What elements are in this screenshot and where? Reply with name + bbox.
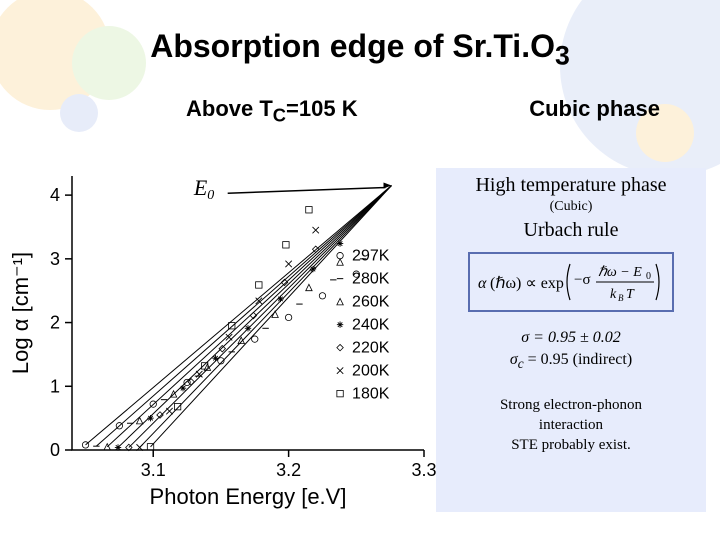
sigma-values: σ = 0.95 ± 0.02 σc = 0.95 (indirect) — [440, 327, 702, 373]
series-297K — [82, 186, 391, 449]
coupling-note: Strong electron-phonon interaction STE p… — [440, 395, 702, 456]
title-text: Absorption edge of Sr.Ti.O — [150, 28, 555, 64]
series-260K — [104, 186, 392, 450]
svg-text:k: k — [610, 287, 617, 302]
svg-text:3.1: 3.1 — [141, 460, 166, 480]
svg-text:180K: 180K — [352, 386, 390, 403]
subtitle-right: Cubic phase — [529, 96, 660, 126]
svg-text:3.2: 3.2 — [276, 460, 301, 480]
svg-text:3: 3 — [50, 249, 60, 269]
svg-text:E0: E0 — [193, 175, 214, 203]
svg-text:Photon Energy [e.V]: Photon Energy [e.V] — [150, 484, 347, 509]
svg-text:240K: 240K — [352, 317, 390, 334]
urbach-label: Urbach rule — [440, 219, 702, 242]
subtitle-left: Above TC=105 K — [186, 96, 358, 126]
svg-text:200K: 200K — [352, 363, 390, 380]
phase-paren: (Cubic) — [440, 199, 702, 215]
chart-legend: 297K 280K 260K 240K 220K 200K 180K — [337, 248, 390, 403]
svg-text:2: 2 — [50, 313, 60, 333]
phase-label: High temperature phase — [440, 174, 702, 197]
svg-text:260K: 260K — [352, 294, 390, 311]
svg-text:1: 1 — [50, 376, 60, 396]
svg-text:Log α [cm⁻¹]: Log α [cm⁻¹] — [8, 252, 33, 374]
svg-text:B: B — [618, 293, 624, 303]
svg-text:280K: 280K — [352, 271, 390, 288]
info-panel: High temperature phase (Cubic) Urbach ru… — [436, 168, 706, 512]
svg-text:220K: 220K — [352, 340, 390, 357]
urbach-formula: α (ℏω) ∝ exp −σ ℏω − E 0 k B T — [468, 252, 674, 312]
svg-text:ℏω − E: ℏω − E — [598, 265, 642, 280]
svg-text:(ℏω) ∝ exp: (ℏω) ∝ exp — [490, 275, 564, 292]
svg-text:−σ: −σ — [574, 272, 591, 288]
svg-text:4: 4 — [50, 185, 60, 205]
svg-text:0: 0 — [50, 440, 60, 460]
svg-text:0: 0 — [646, 271, 651, 282]
series-280K — [93, 186, 391, 447]
svg-text:T: T — [626, 287, 635, 302]
svg-text:3.3: 3.3 — [411, 460, 436, 480]
title-sub: 3 — [555, 40, 570, 70]
absorption-chart: 012343.13.23.3Photon Energy [e.V]Log α [… — [14, 168, 424, 508]
page-title: Absorption edge of Sr.Ti.O3 — [0, 28, 720, 71]
subtitle-row: Above TC=105 K Cubic phase — [186, 96, 660, 126]
svg-text:297K: 297K — [352, 248, 390, 265]
svg-text:α: α — [478, 275, 487, 292]
